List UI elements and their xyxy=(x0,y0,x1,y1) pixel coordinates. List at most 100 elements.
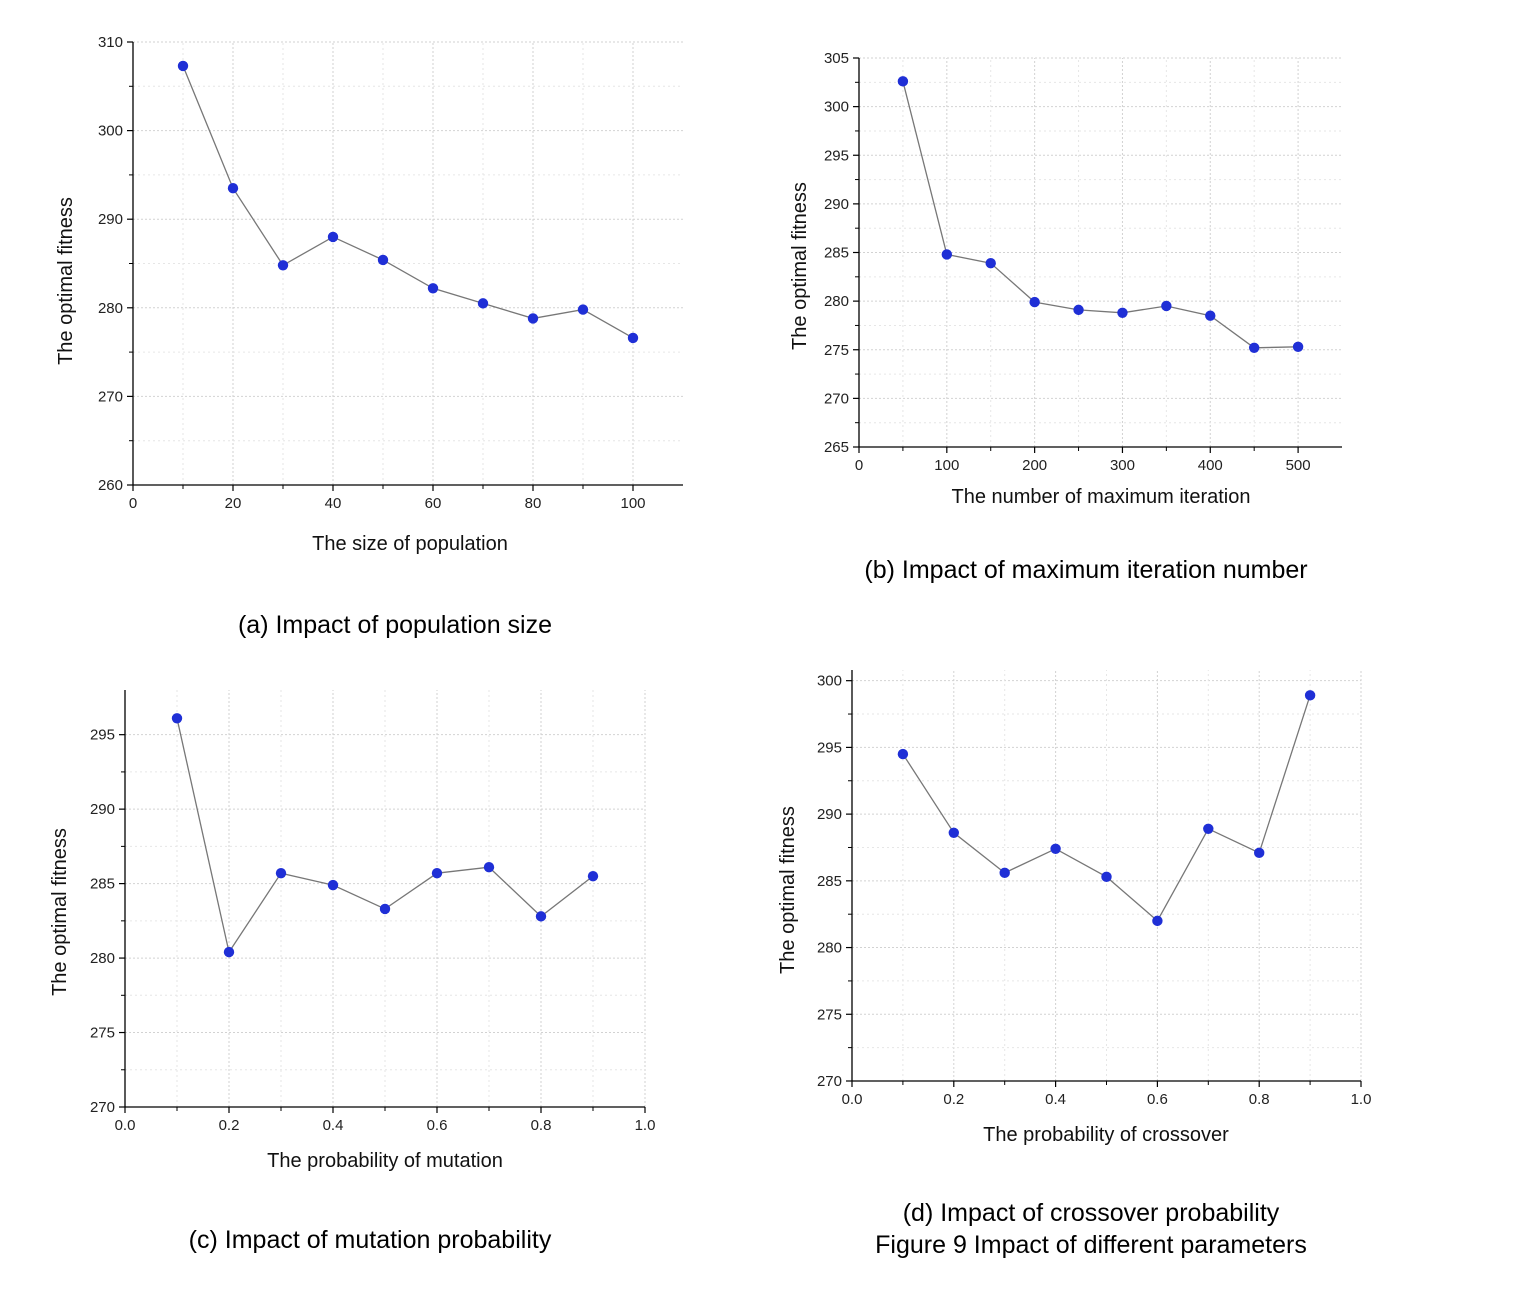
y-tick-label: 285 xyxy=(90,876,115,893)
data-point xyxy=(1254,847,1265,859)
data-point xyxy=(483,862,495,873)
y-tick-label: 290 xyxy=(98,211,123,228)
x-tick-label: 300 xyxy=(1110,457,1135,474)
data-point xyxy=(985,257,996,269)
x-tick-label: 0 xyxy=(129,495,137,512)
caption-a: (a) Impact of population size xyxy=(237,611,553,639)
y-tick-label: 285 xyxy=(817,873,842,890)
y-tick-label: 270 xyxy=(817,1073,842,1090)
y-tick-label: 270 xyxy=(98,388,123,405)
y-axis-title: The optimal fitness xyxy=(49,828,71,996)
data-point xyxy=(1029,296,1040,308)
y-tick-label: 280 xyxy=(824,293,849,310)
data-point xyxy=(627,332,639,344)
caption-c: (c) Impact of mutation probability xyxy=(188,1226,552,1254)
data-point xyxy=(327,231,339,243)
x-tick-label: 0.2 xyxy=(219,1117,240,1134)
x-tick-label: 80 xyxy=(525,495,542,512)
x-tick-label: 0.2 xyxy=(943,1091,964,1108)
data-point xyxy=(999,867,1010,879)
x-tick-label: 0.4 xyxy=(1045,1091,1066,1108)
x-tick-label: 500 xyxy=(1286,457,1311,474)
caption-b: (b) Impact of maximum iteration number xyxy=(864,556,1308,584)
y-tick-label: 295 xyxy=(90,727,115,744)
x-tick-label: 1.0 xyxy=(635,1117,656,1134)
y-tick-label: 265 xyxy=(824,439,849,456)
y-tick-label: 280 xyxy=(98,300,123,317)
data-point xyxy=(223,946,235,958)
data-point xyxy=(277,260,289,271)
y-tick-label: 295 xyxy=(817,739,842,756)
x-tick-label: 0 xyxy=(855,457,863,474)
caption-d: (d) Impact of crossover probability xyxy=(902,1199,1280,1227)
y-axis-title: The optimal fitness xyxy=(55,197,77,365)
y-tick-label: 270 xyxy=(90,1099,115,1116)
x-tick-label: 0.6 xyxy=(1147,1091,1168,1108)
x-tick-label: 0.8 xyxy=(531,1117,552,1134)
data-point xyxy=(171,713,183,724)
data-point xyxy=(1073,304,1084,316)
y-tick-label: 275 xyxy=(90,1025,115,1042)
x-tick-label: 400 xyxy=(1198,457,1223,474)
y-axis-title: The optimal fitness xyxy=(789,182,811,350)
y-tick-label: 285 xyxy=(824,245,849,262)
y-tick-label: 280 xyxy=(90,950,115,967)
y-tick-label: 275 xyxy=(817,1006,842,1023)
data-point xyxy=(1050,843,1061,855)
y-tick-label: 290 xyxy=(90,801,115,818)
series-line xyxy=(902,81,1299,349)
data-point xyxy=(327,879,339,891)
data-point xyxy=(1304,690,1316,701)
data-point xyxy=(1292,341,1304,353)
x-tick-label: 200 xyxy=(1022,457,1047,474)
y-tick-label: 290 xyxy=(817,806,842,823)
y-axis-title: The optimal fitness xyxy=(777,806,799,974)
series-line xyxy=(182,65,634,339)
y-tick-label: 275 xyxy=(824,342,849,359)
data-point xyxy=(177,60,189,72)
data-point xyxy=(1117,307,1128,318)
y-tick-label: 290 xyxy=(824,196,849,213)
x-tick-label: 1.0 xyxy=(1351,1091,1372,1108)
series-line xyxy=(176,718,594,954)
x-tick-label: 0.0 xyxy=(115,1117,136,1134)
data-point xyxy=(1152,915,1163,927)
x-tick-label: 0.6 xyxy=(427,1117,448,1134)
data-point xyxy=(427,283,439,294)
y-tick-label: 300 xyxy=(817,673,842,690)
data-point xyxy=(1161,300,1172,312)
x-tick-label: 100 xyxy=(620,495,645,512)
y-tick-label: 260 xyxy=(98,477,123,494)
data-point xyxy=(431,867,443,879)
data-point xyxy=(275,867,287,879)
data-point xyxy=(379,903,391,915)
data-point xyxy=(897,748,909,760)
x-tick-label: 0.8 xyxy=(1249,1091,1270,1108)
x-tick-label: 100 xyxy=(934,457,959,474)
x-axis-title: The probability of mutation xyxy=(267,1150,503,1172)
data-point xyxy=(377,254,389,266)
data-point xyxy=(477,298,489,309)
x-tick-label: 20 xyxy=(225,495,242,512)
y-tick-label: 310 xyxy=(98,34,123,51)
x-axis-title: The number of maximum iteration xyxy=(951,486,1250,508)
data-point xyxy=(1101,871,1112,883)
y-tick-label: 270 xyxy=(824,390,849,407)
y-tick-label: 295 xyxy=(824,147,849,164)
y-tick-label: 305 xyxy=(824,50,849,67)
y-tick-label: 300 xyxy=(98,123,123,140)
x-tick-label: 0.0 xyxy=(842,1091,863,1108)
data-point xyxy=(1203,823,1214,834)
x-tick-label: 40 xyxy=(325,495,342,512)
x-axis-title: The size of population xyxy=(312,533,508,555)
data-point xyxy=(227,182,239,194)
y-tick-label: 300 xyxy=(824,99,849,116)
data-point xyxy=(1248,342,1260,354)
data-point xyxy=(897,76,909,87)
data-point xyxy=(527,313,539,324)
figure-caption: Figure 9 Impact of different parameters xyxy=(875,1231,1307,1259)
data-point xyxy=(535,911,547,922)
